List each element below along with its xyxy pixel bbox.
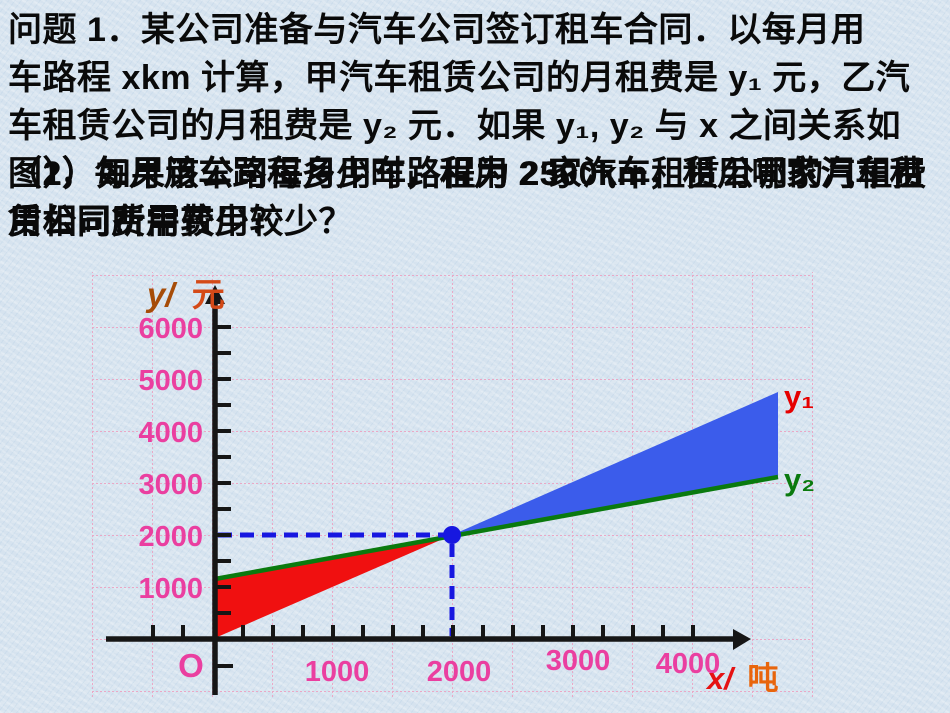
problem-line-2: 车路程 xkm 计算，甲汽车租赁公司的月租费是 y₁ 元，乙汽 (8, 59, 911, 97)
series-label-y1: y₁ (784, 379, 814, 414)
x-tick-label: 4000 (656, 648, 721, 680)
y-tick-label: 6000 (138, 313, 203, 345)
x-axis-title-prefix: x/ (705, 661, 736, 696)
question-layer-1: 图），每月用车路程多少时，租用 2 家汽车租赁公司的月租费用相同？ (8, 155, 928, 241)
y-axis-title: y/ 元 (145, 276, 225, 313)
x-axis-title-unit: 吨 (747, 661, 778, 696)
x-axis-title: x/ 吨 (705, 661, 778, 696)
intersection-point (443, 526, 461, 544)
problem-statement: 问题 1．某公司准备与汽车公司签订租车合同．以每月用 车路程 xkm 计算，甲汽… (8, 6, 948, 150)
x-tick-label: 1000 (305, 656, 370, 688)
x-tick-label: 3000 (546, 645, 611, 677)
y-tick-label: 1000 (138, 573, 203, 605)
question-layer-3: （2）如果该公司每月用车路程为 2500km，租用哪家汽车租赁公司所需费用较少？ (8, 155, 925, 241)
y-axis-ticks (217, 325, 233, 668)
y-axis-title-unit: 元 (192, 276, 225, 313)
line-y2 (214, 474, 779, 582)
region-left-red (215, 535, 452, 638)
y-tick-label: 4000 (138, 417, 203, 449)
origin-label: O (178, 647, 204, 684)
y-axis-arrow-icon (205, 285, 225, 304)
y-tick-label: 2000 (138, 521, 203, 553)
region-right-blue (452, 392, 778, 535)
x-axis-ticks (151, 625, 695, 637)
y-axis-title-prefix: y/ (145, 276, 178, 313)
y-tick-label: 5000 (138, 365, 203, 397)
y-tick-label: 3000 (138, 469, 203, 501)
problem-line-3: 车租赁公司的月租费是 y₂ 元．如果 y₁, y₂ 与 x 之间关系如 (8, 107, 901, 145)
x-tick-label: 2000 (427, 656, 492, 688)
x-axis-arrow-icon (733, 629, 751, 650)
series-label-y2: y₂ (784, 462, 815, 497)
problem-line-1: 问题 1．某公司准备与汽车公司签订租车合同．以每月用 (8, 11, 866, 49)
question-layer-2: （1）如果该公司每月用车路程为 2300km，租用哪家汽车租赁公司费用较少？ (8, 155, 925, 241)
overlapping-question-block: 图），每月用车路程多少时，租用 2 家汽车租赁公司的月租费用相同？ （1）如果该… (8, 150, 944, 250)
